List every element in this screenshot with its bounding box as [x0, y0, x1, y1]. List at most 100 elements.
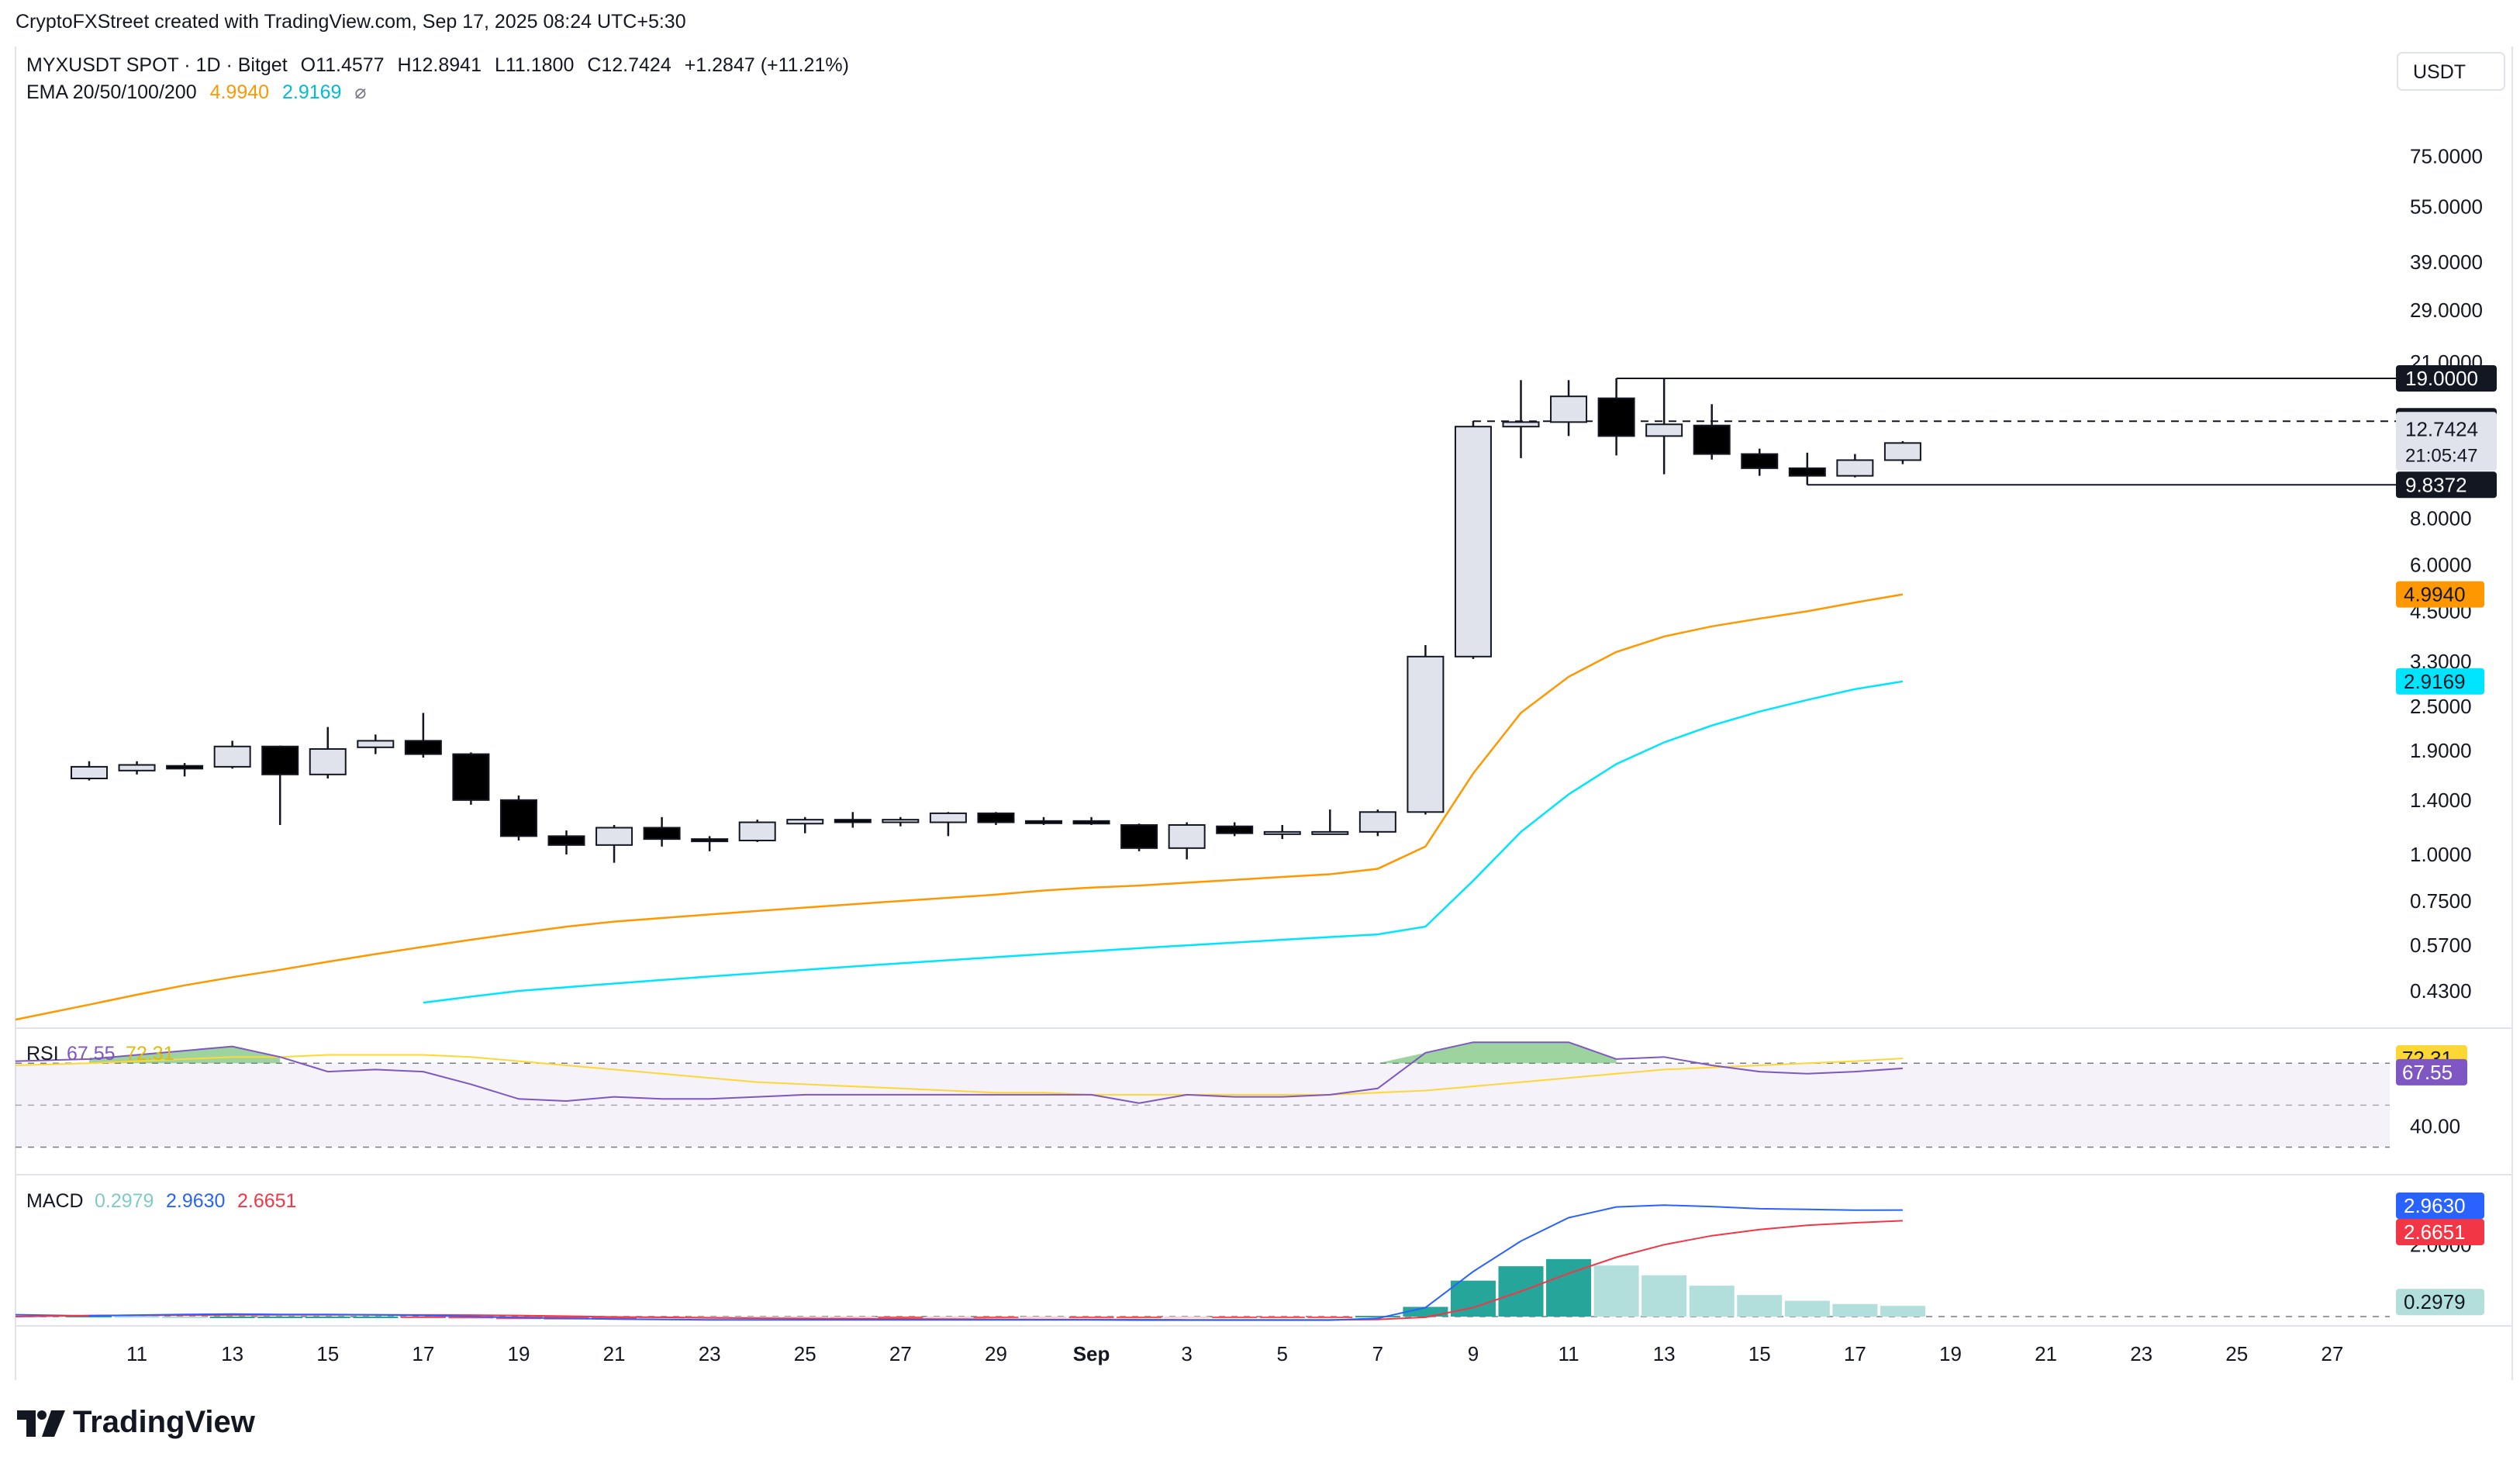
time-tick-label: 7 [1372, 1342, 1383, 1365]
level-tag-label: 9.8372 [2405, 473, 2467, 496]
currency-label: USDT [2413, 61, 2466, 83]
ema20-tag [2396, 581, 2484, 608]
macd-histogram-bar [973, 1317, 1019, 1318]
price-tick-label: 0.7500 [2410, 889, 2472, 913]
level-tag-label: 19.0000 [2405, 367, 2478, 390]
time-tick-label: 11 [1559, 1342, 1579, 1365]
rsi-ma-line [88, 1054, 1903, 1096]
ema20-line [88, 593, 1904, 1006]
macd-histogram-bar [1593, 1265, 1639, 1317]
tradingview-logo-icon [17, 1410, 65, 1438]
currency-box [2397, 52, 2505, 91]
macd-histogram-bar [1784, 1300, 1830, 1317]
ema50-line [423, 680, 1904, 1004]
macd-histogram-bar [1117, 1317, 1162, 1318]
ohlc-change: +1.2847 (+11.21%) [684, 54, 849, 76]
macd-histogram-bar [209, 1317, 255, 1318]
macd-histogram-bar [1641, 1275, 1687, 1317]
candle-body [1072, 820, 1110, 825]
macd-histogram-bar [878, 1317, 923, 1318]
time-tick-label: 9 [1468, 1342, 1479, 1365]
rsi-label: RSI [26, 1043, 59, 1065]
rsi-ma-line-start [15, 1062, 90, 1066]
brand-name: TradingView [73, 1405, 255, 1439]
macd-histogram-bar [1880, 1306, 1925, 1317]
candle-body [1263, 830, 1301, 835]
rsi-value: 67.55 [67, 1043, 116, 1065]
candle-body [357, 740, 395, 748]
price-tick-label: 0.4300 [2410, 979, 2472, 1003]
symbol-name[interactable]: MYXUSDT SPOT · 1D · Bitget [26, 54, 288, 76]
time-tick-label: 19 [507, 1342, 530, 1365]
macd-signal-value: 2.6651 [237, 1190, 296, 1212]
price-tick-label: 8.0000 [2410, 506, 2472, 530]
macd-histogram-bar [1403, 1306, 1448, 1317]
candle-body [404, 740, 442, 755]
macd-histogram-bar [925, 1317, 971, 1318]
candle-body [977, 812, 1015, 823]
candle-body [786, 819, 824, 825]
macd-histogram-bar [1832, 1303, 1878, 1317]
ema-label[interactable]: EMA 20/50/100/200 [26, 81, 197, 103]
rsi-line [88, 1041, 1903, 1104]
signal-tag [2396, 1219, 2484, 1245]
candle-body [1358, 811, 1396, 833]
time-tick-label: 17 [1844, 1342, 1866, 1365]
time-tick-label: 19 [1939, 1342, 1962, 1365]
countdown-label: 21:05:47 [2405, 445, 2477, 466]
last-price-tag [2396, 412, 2497, 471]
hist-tag [2396, 1289, 2484, 1316]
macd-histogram-bar [1068, 1317, 1114, 1318]
candle-body [1645, 423, 1683, 437]
level-tag [2396, 365, 2497, 392]
price-tick-label: 29.0000 [2410, 299, 2483, 322]
candle-body [261, 745, 299, 775]
macd-value: 2.9630 [166, 1190, 225, 1212]
time-tick-label: 15 [316, 1342, 339, 1365]
candle-body [1693, 424, 1731, 455]
ema50-tag [2396, 668, 2484, 695]
ema20-value: 4.9940 [209, 81, 270, 103]
time-tick-label: 13 [221, 1342, 243, 1365]
rsi-tag [2396, 1058, 2467, 1086]
macd-histogram-bar [782, 1317, 828, 1318]
macd-histogram-bar [1307, 1317, 1353, 1318]
candle-body [1120, 823, 1158, 849]
price-tick-label: 6.0000 [2410, 553, 2472, 576]
candle-body [166, 765, 204, 770]
macd-histogram-bar [1355, 1316, 1400, 1318]
signal-tag-label: 2.6651 [2404, 1220, 2466, 1244]
candle-body [643, 827, 681, 841]
ohlc-low: L11.1800 [494, 54, 575, 76]
time-tick-label: 13 [1653, 1342, 1676, 1365]
candle-body [1883, 442, 1921, 461]
macd-histogram-bar [162, 1317, 208, 1318]
candle-body [1407, 655, 1445, 813]
price-tick-label: 1.4000 [2410, 789, 2472, 812]
time-tick-label: 23 [2130, 1342, 2152, 1365]
macd-histogram-bar [1737, 1295, 1783, 1317]
candle-body [309, 747, 347, 775]
time-tick-label: 5 [1277, 1342, 1288, 1365]
time-tick-label: 25 [794, 1342, 816, 1365]
hist-tag-label: 0.2979 [2404, 1290, 2466, 1313]
candle-body [882, 819, 920, 823]
rsi-ma-value: 72.31 [126, 1043, 174, 1065]
time-tick-label: 29 [985, 1342, 1007, 1365]
time-tick-label: 21 [2035, 1342, 2057, 1365]
ema-legend: EMA 20/50/100/200 4.9940 2.9169 ⌀ [26, 81, 374, 104]
price-tick-label: 1.0000 [2410, 843, 2472, 866]
price-tick-label: 0.5700 [2410, 934, 2472, 957]
candle-body [1216, 825, 1254, 834]
time-tick-label: 27 [2321, 1342, 2343, 1365]
macd-histogram-bar [1212, 1317, 1258, 1318]
macd-histogram-bar [592, 1317, 637, 1320]
candle-body [595, 827, 633, 846]
time-tick-label: 11 [126, 1342, 147, 1365]
symbol-legend: MYXUSDT SPOT · 1D · Bitget O11.4577 H12.… [26, 54, 857, 77]
candle-body [1597, 397, 1635, 437]
rsi-band [16, 1063, 2390, 1148]
time-tick-label: 3 [1181, 1342, 1192, 1365]
candle-body [499, 799, 537, 837]
